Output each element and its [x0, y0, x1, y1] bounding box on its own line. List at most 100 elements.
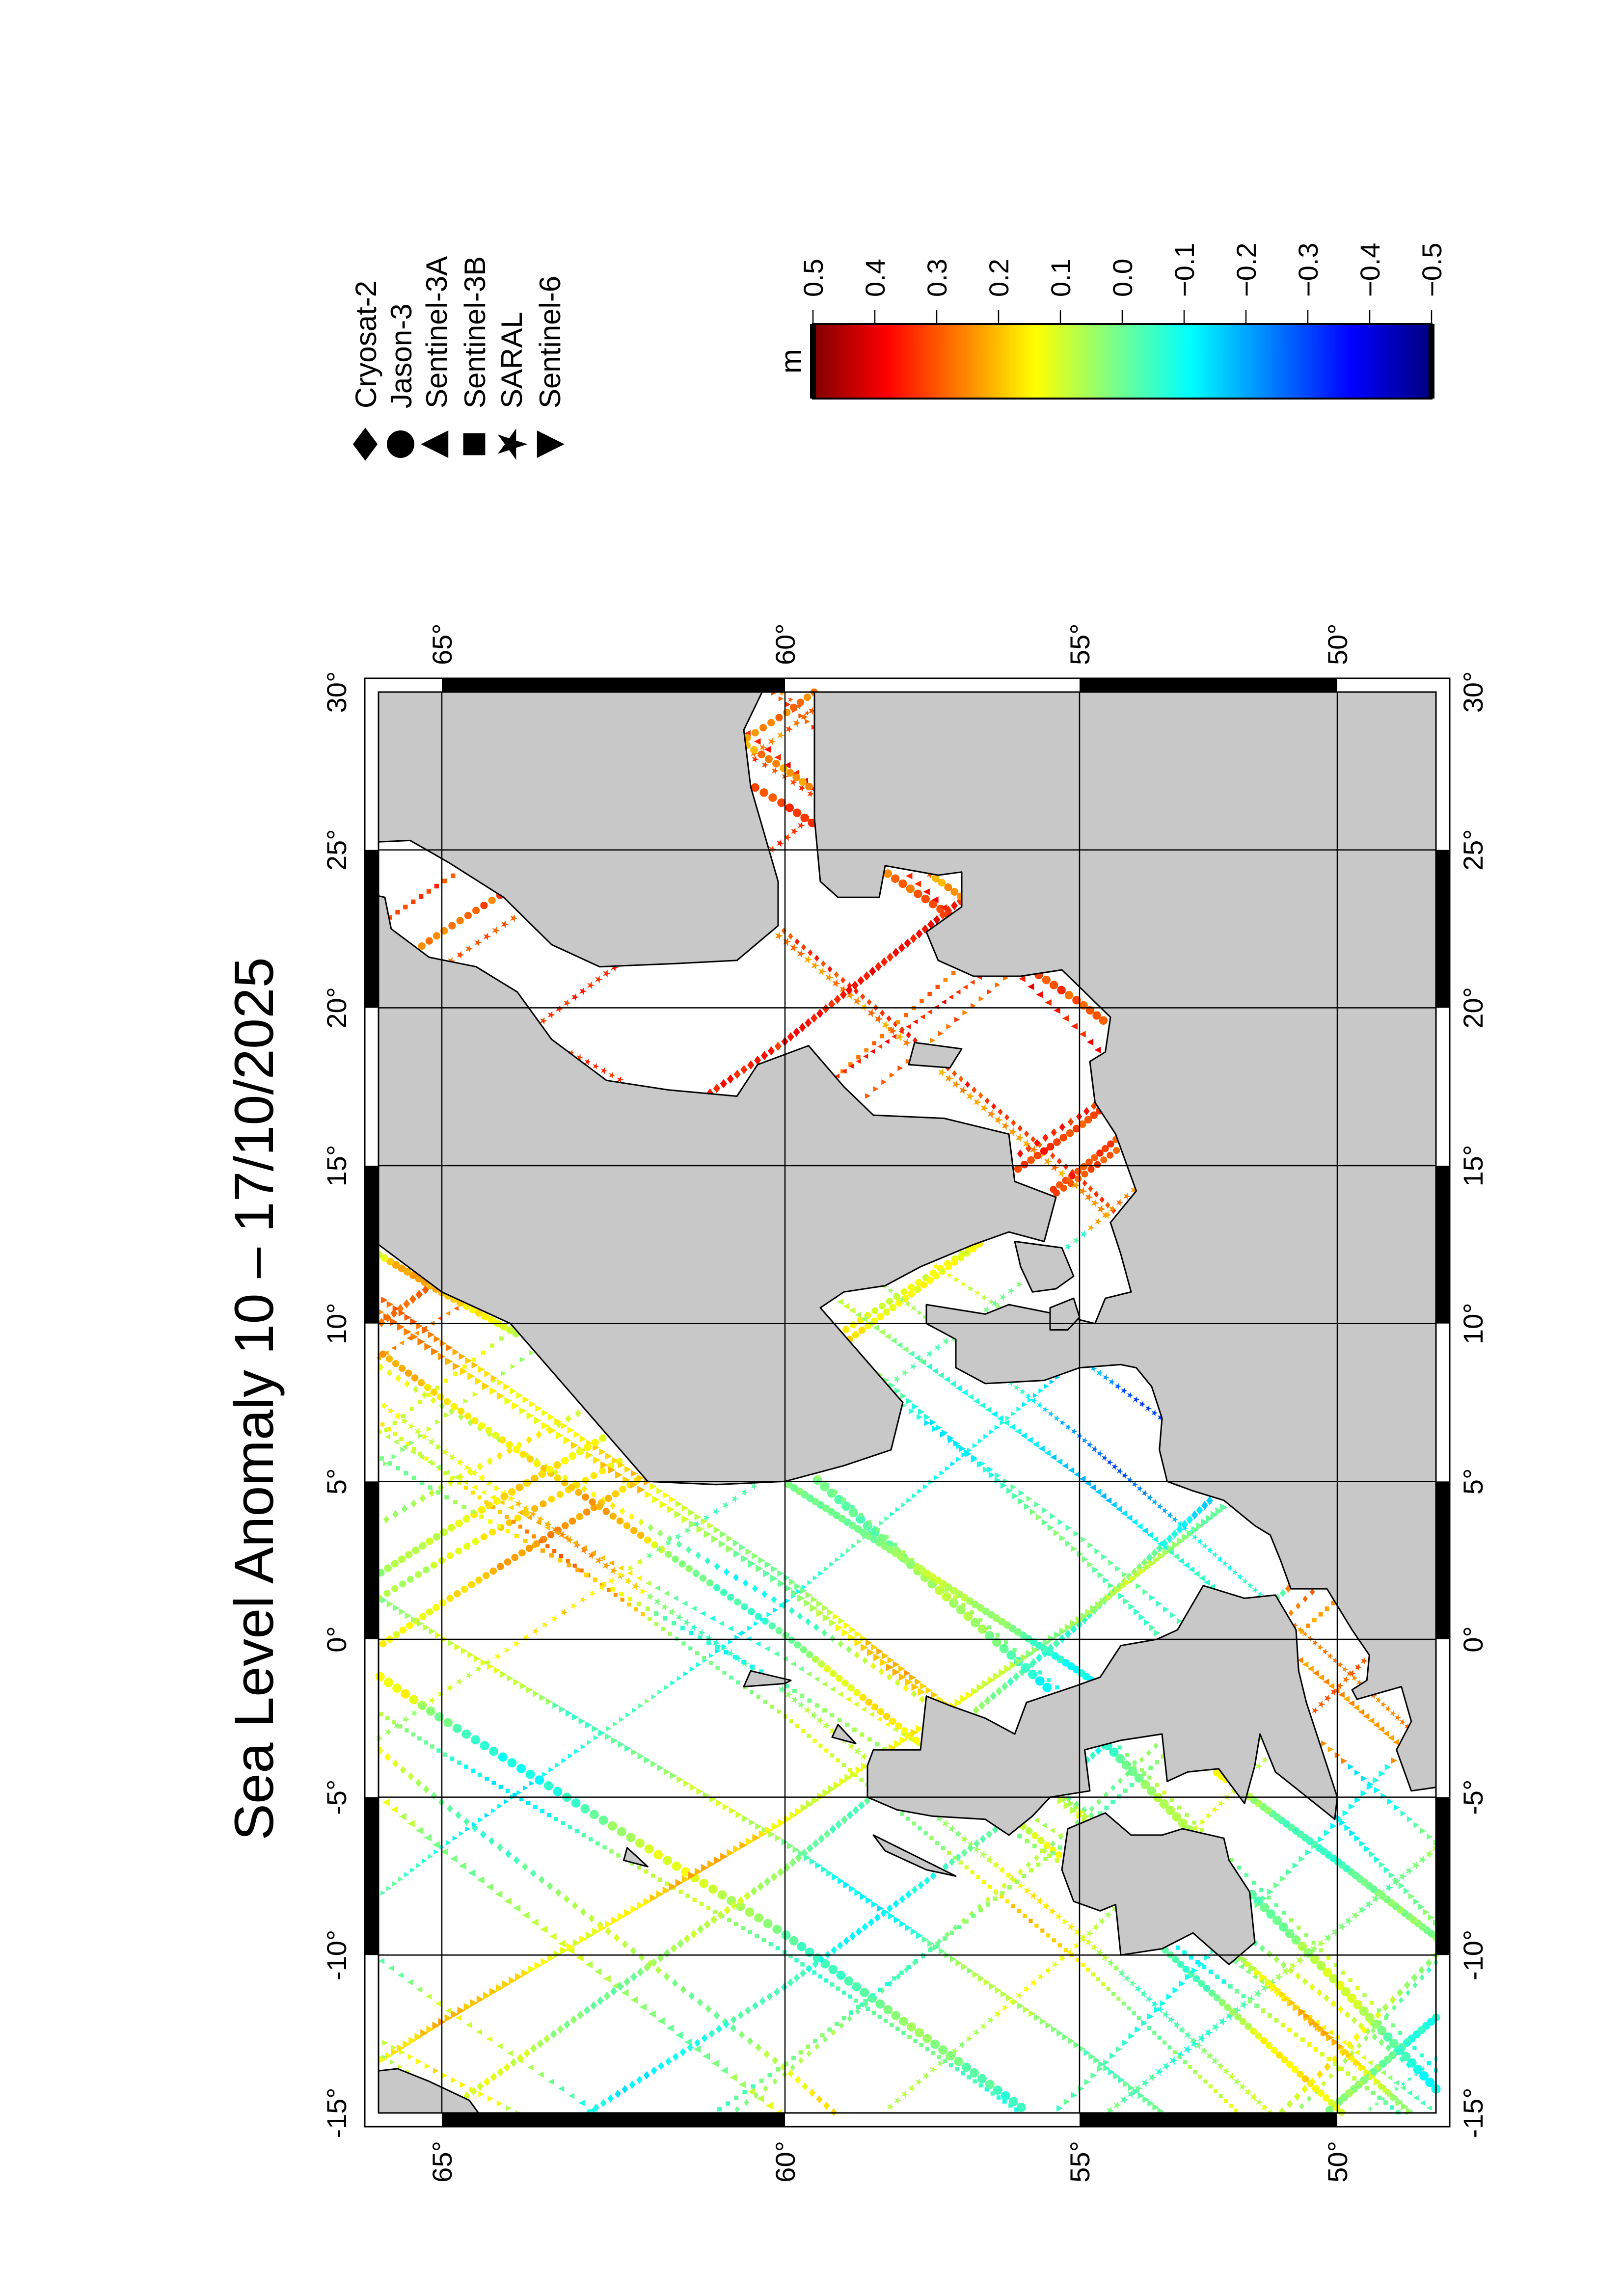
track-point — [531, 1919, 539, 1926]
track-point — [1234, 2013, 1242, 2021]
track-point — [582, 1476, 589, 1484]
track-point — [939, 1267, 946, 1275]
track-point — [511, 1553, 518, 1561]
track-point — [383, 1313, 391, 1321]
track-point — [849, 1932, 856, 1941]
track-point — [1014, 1165, 1022, 1173]
track-point — [812, 1839, 819, 1848]
track-point — [901, 1502, 906, 1508]
track-point — [1123, 1789, 1128, 1793]
track-point — [540, 1016, 547, 1025]
track-point — [1055, 1912, 1063, 1921]
track-point — [670, 1772, 677, 1779]
track-point — [641, 1612, 645, 1617]
track-point — [1056, 1158, 1062, 1165]
track-point — [1092, 1011, 1101, 1020]
track-point — [446, 1840, 451, 1845]
track-point — [460, 2082, 466, 2088]
track-point — [932, 896, 939, 903]
track-point — [1146, 1749, 1151, 1757]
track-point — [836, 1758, 840, 1762]
track-point — [1157, 1552, 1165, 1560]
track-point — [683, 1671, 688, 1677]
track-point — [580, 1435, 587, 1442]
track-point — [646, 1551, 653, 1559]
track-point — [1318, 1674, 1324, 1681]
track-point — [882, 1652, 889, 1659]
track-point — [545, 1698, 553, 1705]
track-point — [1096, 1369, 1103, 1377]
track-point — [1275, 1972, 1284, 1981]
track-point — [1273, 1882, 1280, 1889]
track-point — [871, 1643, 878, 1651]
track-point — [518, 1549, 526, 1557]
track-point — [1080, 1163, 1087, 1171]
track-point — [867, 1737, 872, 1742]
track-point — [392, 1881, 398, 1887]
track-point — [612, 1982, 620, 1990]
track-point — [1330, 1823, 1337, 1830]
track-point — [1266, 1984, 1271, 1990]
track-point — [1254, 2003, 1259, 2008]
track-point — [585, 1931, 594, 1940]
track-point — [1090, 1943, 1099, 1952]
track-point — [591, 1439, 599, 1447]
track-point — [822, 2036, 828, 2043]
track-point — [644, 1536, 651, 1544]
track-point — [995, 1632, 1000, 1637]
track-point — [873, 1654, 881, 1661]
track-point — [890, 1337, 897, 1344]
track-point — [492, 926, 500, 934]
track-point — [676, 1776, 684, 1783]
track-point — [1148, 1765, 1153, 1770]
track-point — [528, 1965, 536, 1974]
track-point — [1001, 1882, 1007, 1889]
track-point — [514, 1499, 523, 1508]
track-point — [862, 1656, 868, 1664]
track-point — [855, 1927, 862, 1936]
track-point — [1185, 1813, 1189, 1817]
track-point — [1308, 2017, 1315, 2024]
track-point — [740, 1555, 749, 1563]
track-point — [1191, 1967, 1198, 1974]
track-point — [386, 1257, 394, 1265]
track-point — [1353, 2000, 1363, 2010]
track-point — [1068, 2037, 1075, 2045]
track-point — [1391, 2095, 1399, 2102]
track-point — [945, 1263, 952, 1271]
legend-item-sentinel-6: Sentinel-6 — [534, 276, 567, 458]
track-point — [393, 1722, 401, 1730]
track-point — [813, 1676, 819, 1682]
track-point — [937, 2059, 945, 2067]
track-point — [953, 1276, 960, 1283]
track-point — [792, 1688, 797, 1693]
track-point — [846, 991, 855, 1000]
track-point — [584, 1058, 592, 1066]
track-point — [755, 1641, 761, 1647]
track-point — [480, 902, 488, 909]
track-point — [1271, 2047, 1278, 2054]
track-point — [793, 1974, 800, 1982]
track-point — [854, 1630, 862, 1638]
track-point — [590, 1504, 598, 1511]
track-point — [805, 719, 811, 724]
track-point — [518, 1524, 522, 1529]
track-point — [383, 1515, 390, 1524]
track-point — [863, 1999, 868, 2003]
track-point — [852, 1982, 862, 1992]
track-point — [934, 1585, 945, 1595]
track-point — [979, 1850, 988, 1859]
track-point — [1034, 1139, 1040, 1148]
track-point — [1281, 2056, 1288, 2064]
lon-tick-label-right: -5° — [1458, 1780, 1488, 1815]
track-point — [587, 981, 595, 989]
track-point — [446, 1344, 453, 1351]
track-point — [1121, 1760, 1132, 1770]
track-point — [630, 1947, 637, 1955]
track-point — [930, 2066, 937, 2074]
track-point — [1281, 1910, 1286, 1915]
track-point — [754, 1621, 759, 1627]
colorbar: 0.5 0.4 0.3 0.2 0.1 0.0 −0.1 −0.2 −0.3 −0.4 −0.5m — [775, 242, 1447, 400]
track-point — [960, 1695, 968, 1703]
track-point — [611, 1737, 618, 1744]
